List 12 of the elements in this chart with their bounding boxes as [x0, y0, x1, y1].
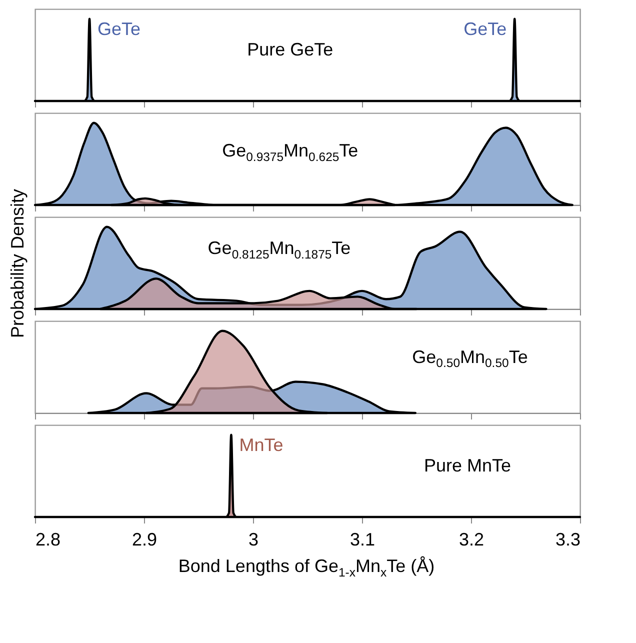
series-label: GeTe [464, 18, 507, 39]
x-tick-label: 3.3 [555, 530, 580, 550]
x-tick-label: 2.9 [132, 530, 158, 550]
series-label: MnTe [239, 434, 284, 455]
x-tick-label: 3.2 [458, 530, 484, 550]
x-tick-label: 3 [248, 530, 259, 550]
annotation: Pure MnTe [424, 455, 512, 476]
text: GeTe [98, 18, 141, 39]
annotation: Pure GeTe [247, 39, 334, 60]
x-tick-label: 3.1 [350, 530, 376, 550]
x-tick-label: 2.8 [36, 530, 61, 550]
y-axis-title: Probability Density [8, 188, 28, 338]
